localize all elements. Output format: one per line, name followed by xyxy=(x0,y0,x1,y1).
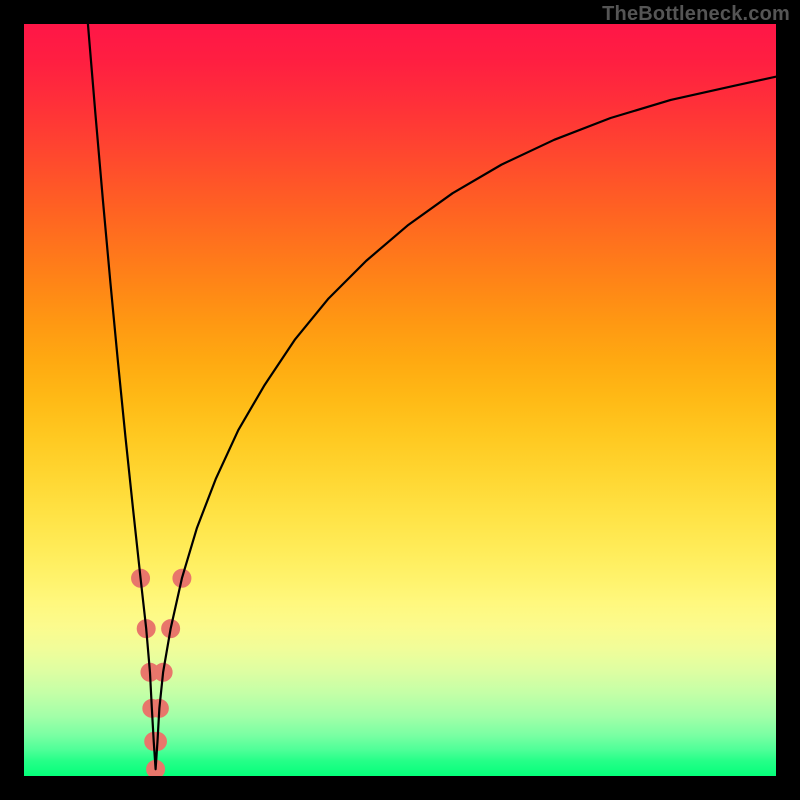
watermark-text: TheBottleneck.com xyxy=(602,3,790,26)
bottleneck-curve-chart xyxy=(24,24,776,776)
chart-background xyxy=(24,24,776,776)
chart-plot-area xyxy=(24,24,776,776)
